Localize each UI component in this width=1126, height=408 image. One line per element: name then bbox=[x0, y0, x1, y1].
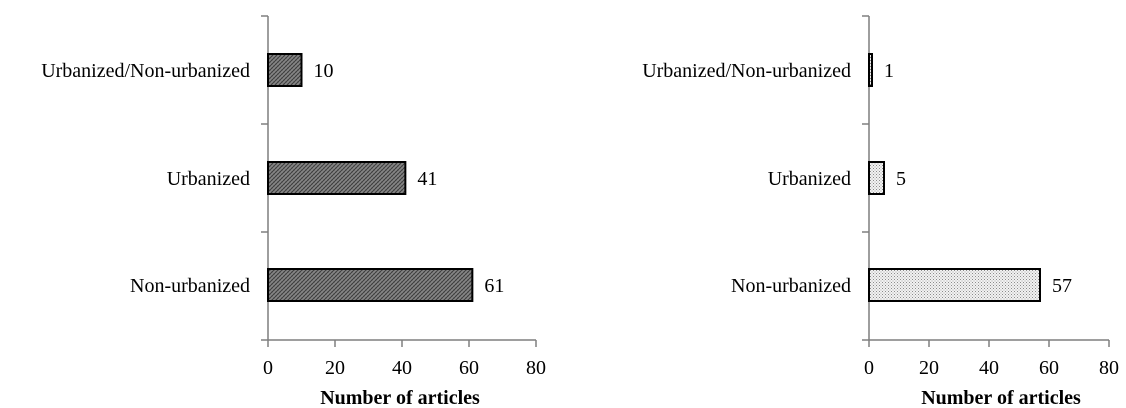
right-data-label: 5 bbox=[896, 168, 906, 190]
left-category-label: Urbanized bbox=[167, 168, 250, 190]
right-x-tick-label: 80 bbox=[1099, 357, 1119, 379]
left-data-label: 10 bbox=[314, 60, 334, 82]
left-bar bbox=[267, 53, 303, 87]
left-category-label: Non-urbanized bbox=[130, 275, 250, 297]
right-bar bbox=[868, 268, 1041, 302]
left-x-tick-label: 40 bbox=[392, 357, 412, 379]
right-x-tick-label: 40 bbox=[979, 357, 999, 379]
left-bar bbox=[267, 161, 407, 195]
right-category-label: Non-urbanized bbox=[731, 275, 851, 297]
right-data-label: 57 bbox=[1052, 275, 1072, 297]
right-x-tick-label: 0 bbox=[864, 357, 874, 379]
left-bar bbox=[267, 268, 474, 302]
left-x-axis-title: Number of articles bbox=[320, 387, 480, 408]
left-x-tick-label: 20 bbox=[325, 357, 345, 379]
right-category-label: Urbanized/Non-urbanized bbox=[642, 60, 851, 82]
right-bar bbox=[868, 53, 873, 87]
right-x-tick-label: 20 bbox=[919, 357, 939, 379]
chart-left: 0 20 40 60 80 Number of articles Urbanized/Non… bbox=[41, 15, 546, 408]
left-category-label: Urbanized/Non-urbanized bbox=[41, 60, 250, 82]
right-data-label: 1 bbox=[884, 60, 894, 82]
right-x-axis-title: Number of articles bbox=[921, 387, 1081, 408]
left-data-label: 61 bbox=[484, 275, 504, 297]
left-data-label: 41 bbox=[417, 168, 437, 190]
left-x-tick-label: 0 bbox=[263, 357, 273, 379]
right-x-tick-label: 60 bbox=[1039, 357, 1059, 379]
left-x-tick-label: 80 bbox=[526, 357, 546, 379]
left-x-tick-label: 60 bbox=[459, 357, 479, 379]
chart-right: 0 20 40 60 80 Number of articles Urbanized/Non… bbox=[642, 15, 1119, 408]
right-category-label: Urbanized bbox=[768, 168, 851, 190]
right-bar bbox=[868, 161, 885, 195]
